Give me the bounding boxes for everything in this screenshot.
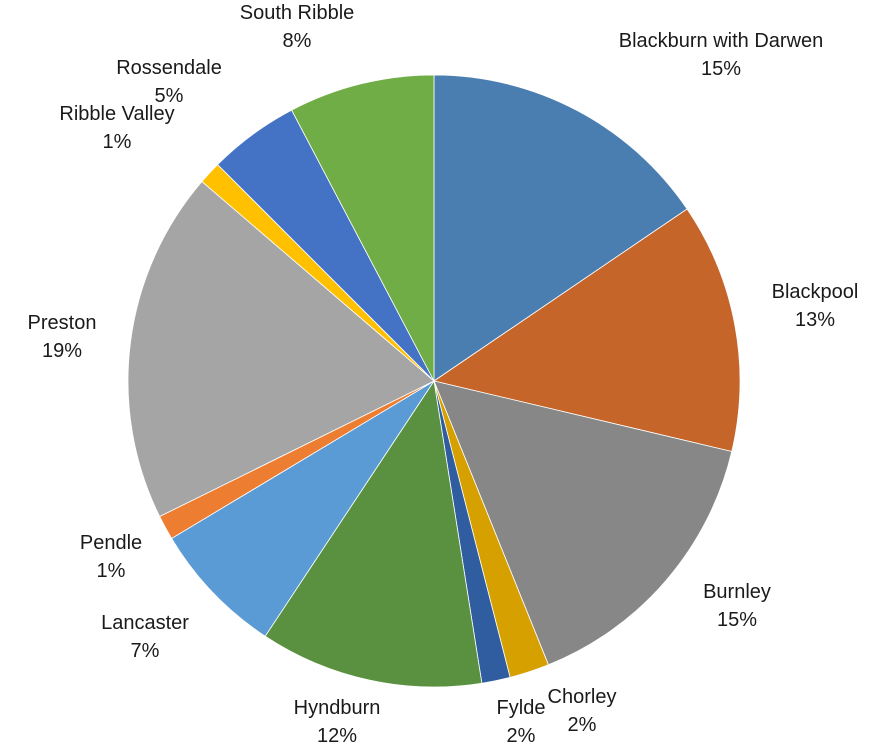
data-label-burnley: Burnley 15% [703, 581, 771, 631]
pie-slice-south-ribble [291, 74, 435, 382]
pie-labels: Blackburn with Darwen 15% Blackpool 13% Burn… [28, 2, 859, 747]
data-label-percent: 5% [155, 85, 184, 107]
data-label-percent: 2% [507, 725, 536, 747]
pie-slice-burnley [433, 380, 733, 666]
data-label-name: Burnley [703, 581, 771, 603]
data-label-name: Lancaster [101, 612, 189, 634]
data-label-percent: 12% [317, 725, 357, 747]
data-label-percent: 7% [131, 640, 160, 662]
data-label-hyndburn: Hyndburn 12% [294, 697, 381, 747]
data-label-percent: 19% [42, 340, 82, 362]
pie-slice-hyndburn [264, 379, 483, 688]
data-label-percent: 13% [795, 309, 835, 331]
data-label-percent: 8% [283, 30, 312, 52]
pie-slice-blackpool [433, 208, 741, 452]
data-label-preston: Preston 19% [28, 312, 97, 362]
data-label-percent: 15% [717, 609, 757, 631]
pie-slice-blackburn-with-darwen [433, 74, 688, 382]
data-label-name: South Ribble [240, 2, 355, 24]
data-label-blackpool: Blackpool 13% [772, 281, 859, 331]
pie-slice-preston [127, 180, 435, 518]
data-label-percent: 2% [568, 714, 597, 736]
data-label-percent: 15% [701, 58, 741, 80]
data-label-lancaster: Lancaster 7% [101, 612, 189, 662]
data-label-chorley: Chorley 2% [548, 686, 617, 736]
data-label-name: Rossendale [116, 57, 222, 79]
data-label-name: Ribble Valley [59, 103, 174, 125]
data-label-name: Blackpool [772, 281, 859, 303]
data-label-pendle: Pendle 1% [80, 532, 142, 582]
data-label-fylde: Fylde 2% [497, 697, 546, 747]
data-label-blackburn-with-darwen: Blackburn with Darwen 15% [619, 30, 824, 80]
data-label-ribble-valley: Ribble Valley 1% [59, 103, 174, 153]
data-label-percent: 1% [103, 131, 132, 153]
pie-slice-lancaster [171, 380, 435, 637]
data-label-name: Pendle [80, 532, 142, 554]
data-label-percent: 1% [97, 560, 126, 582]
data-label-name: Fylde [497, 697, 546, 719]
data-label-name: Preston [28, 312, 97, 334]
data-label-name: Hyndburn [294, 697, 381, 719]
data-label-name: Chorley [548, 686, 617, 708]
data-label-south-ribble: South Ribble 8% [240, 2, 355, 52]
data-label-rossendale: Rossendale 5% [116, 57, 222, 107]
data-label-name: Blackburn with Darwen [619, 30, 824, 52]
pie-slices [127, 74, 741, 688]
